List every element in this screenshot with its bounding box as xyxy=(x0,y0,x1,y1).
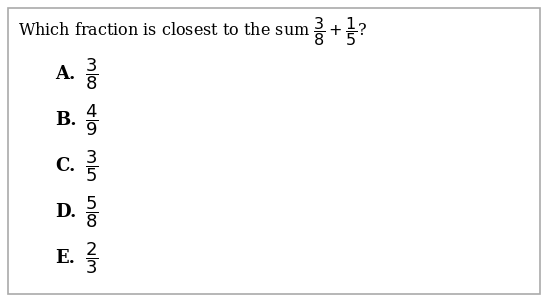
Text: B.: B. xyxy=(55,111,77,129)
Text: $\dfrac{4}{9}$: $\dfrac{4}{9}$ xyxy=(85,102,99,138)
Text: A.: A. xyxy=(55,65,76,83)
Text: Which fraction is closest to the sum $\dfrac{3}{8}+\dfrac{1}{5}$?: Which fraction is closest to the sum $\d… xyxy=(18,15,368,49)
Text: E.: E. xyxy=(55,249,75,267)
Text: $\dfrac{3}{8}$: $\dfrac{3}{8}$ xyxy=(85,56,99,92)
Text: C.: C. xyxy=(55,157,76,175)
Text: D.: D. xyxy=(55,203,76,221)
Text: $\dfrac{2}{3}$: $\dfrac{2}{3}$ xyxy=(85,240,99,276)
Text: $\dfrac{3}{5}$: $\dfrac{3}{5}$ xyxy=(85,148,99,184)
FancyBboxPatch shape xyxy=(8,8,540,294)
Text: $\dfrac{5}{8}$: $\dfrac{5}{8}$ xyxy=(85,194,99,230)
